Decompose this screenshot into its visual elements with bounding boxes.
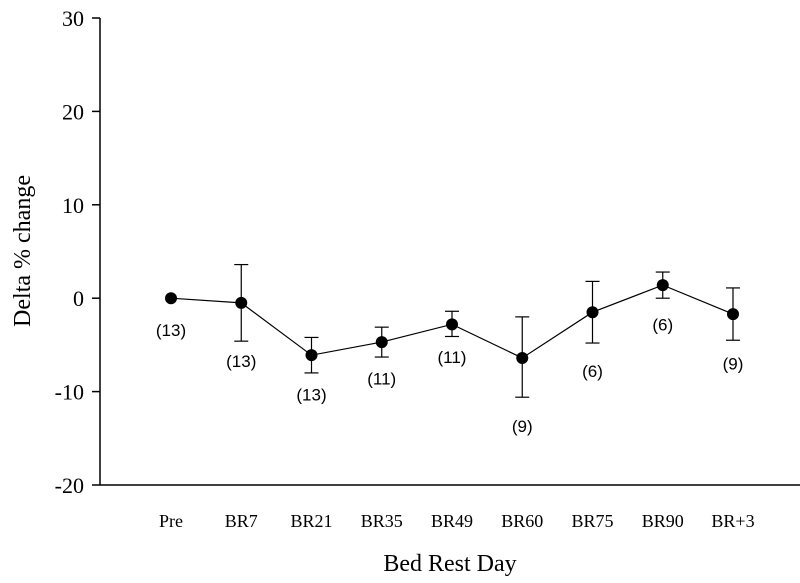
- x-tick-label: BR49: [431, 511, 473, 531]
- y-tick-label: 10: [62, 193, 84, 218]
- y-tick-label: 0: [73, 286, 84, 311]
- data-point: [235, 296, 248, 309]
- x-axis-label: Bed Rest Day: [383, 551, 516, 577]
- y-tick-label: -10: [55, 380, 84, 405]
- x-tick-label: Pre: [159, 511, 183, 531]
- sample-size-label: (9): [723, 355, 744, 374]
- data-point: [446, 318, 458, 331]
- y-axis-label: Delta % change: [10, 175, 36, 327]
- y-axis-ticks: -20 -10 0 10 20 30: [55, 6, 100, 498]
- sample-size-label: (13): [156, 321, 186, 340]
- data-point: [656, 279, 669, 292]
- data-points: [165, 279, 739, 364]
- data-point: [516, 351, 529, 364]
- sample-size-label: (6): [582, 362, 603, 381]
- x-tick-label: BR35: [361, 511, 403, 531]
- x-tick-label: BR21: [290, 511, 332, 531]
- y-tick-label: -20: [55, 473, 84, 498]
- sample-size-label: (6): [652, 315, 673, 334]
- y-tick-label: 30: [62, 6, 84, 31]
- data-point: [305, 349, 318, 362]
- data-point: [727, 308, 739, 321]
- data-point: [165, 292, 177, 305]
- x-tick-label: BR+3: [711, 511, 754, 531]
- sample-size-label: (13): [226, 352, 256, 371]
- x-axis-tick-labels: Pre BR7 BR21 BR35 BR49 BR60 BR75 BR90 BR+3: [159, 511, 755, 531]
- x-tick-label: BR90: [642, 511, 684, 531]
- data-point: [586, 306, 599, 319]
- sample-size-label: (11): [367, 370, 396, 389]
- axes: [99, 18, 800, 486]
- sample-size-label: (13): [296, 385, 326, 404]
- x-tick-label: BR7: [225, 511, 258, 531]
- x-tick-label: BR60: [501, 511, 543, 531]
- x-tick-label: BR75: [571, 511, 613, 531]
- sample-size-labels: (13) (13) (13) (11) (11) (9) (6) (6) (9): [156, 315, 744, 436]
- data-point: [375, 336, 388, 349]
- y-tick-label: 20: [62, 99, 84, 124]
- sample-size-label: (9): [512, 417, 533, 436]
- sample-size-label: (11): [438, 348, 467, 367]
